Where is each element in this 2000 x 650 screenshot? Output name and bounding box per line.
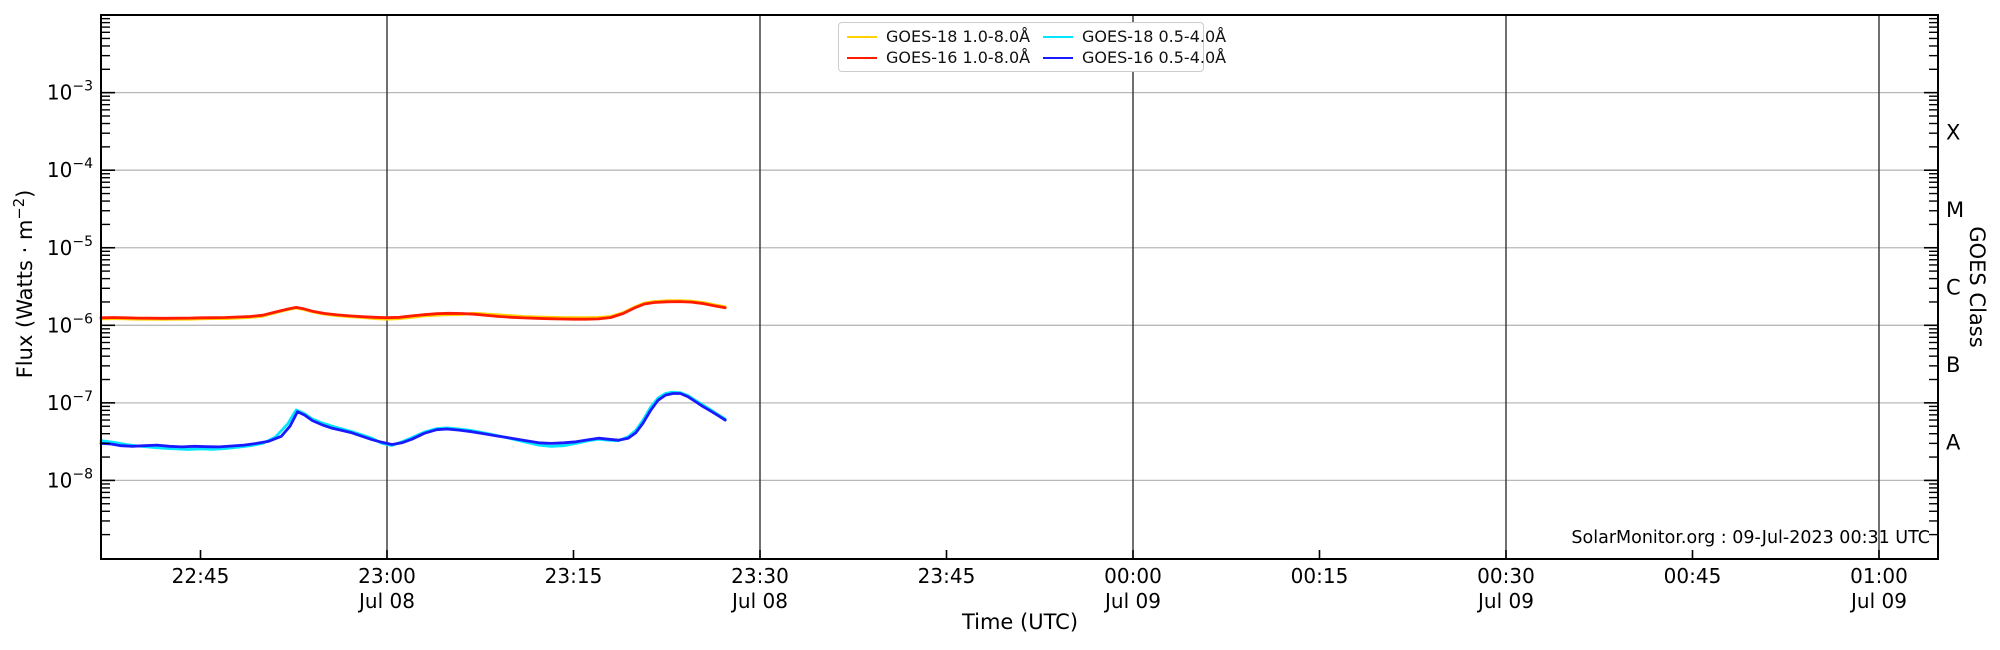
y-tick-label: 10−8 <box>47 466 93 492</box>
x-tick-label: 22:45 <box>172 564 230 588</box>
y-tick-label: 10−3 <box>47 79 93 105</box>
x-tick-date-label: Jul 09 <box>1476 589 1534 613</box>
x-axis-title: Time (UTC) <box>961 610 1079 634</box>
y-axis-title-text: Flux (Watts · m <box>13 219 37 379</box>
x-tick-label: 00:45 <box>1664 564 1722 588</box>
y-tick-label: 10−7 <box>47 389 93 415</box>
x-tick-label: 00:30 <box>1477 564 1535 588</box>
x-tick-date-label: Jul 09 <box>1103 589 1161 613</box>
x-tick-label: 23:45 <box>918 564 976 588</box>
x-tick-label: 01:00 <box>1850 564 1908 588</box>
x-tick-label: 00:15 <box>1291 564 1349 588</box>
goes-class-label: A <box>1946 431 1961 455</box>
legend-label: GOES-16 0.5-4.0Å <box>1082 48 1227 67</box>
plot-border <box>100 14 1939 560</box>
y-axis-title-suffix: ) <box>13 189 37 198</box>
x-tick-label: 00:00 <box>1104 564 1162 588</box>
y-axis-title: Flux (Watts · m−2) <box>11 134 39 434</box>
goes-class-label: C <box>1946 276 1961 300</box>
legend-line-swatch <box>1043 56 1073 59</box>
legend: GOES-18 1.0-8.0Å GOES-16 1.0-8.0Å GOES-1… <box>838 22 1226 72</box>
legend-entry-goes-18-long: GOES-18 1.0-8.0Å <box>847 26 1043 47</box>
goes-class-label: B <box>1946 353 1960 377</box>
x-tick-label: 23:30 <box>731 564 789 588</box>
goes-class-label: X <box>1946 120 1960 144</box>
legend-line-swatch <box>847 35 877 38</box>
series-line-goes-18-short <box>99 390 727 451</box>
series-line-goes-16-short <box>99 392 727 449</box>
x-tick-label: 23:00 <box>358 564 416 588</box>
x-tick-date-label: Jul 08 <box>357 589 415 613</box>
y-tick-label: 10−4 <box>47 156 93 182</box>
legend-entry-goes-16-long: GOES-16 1.0-8.0Å <box>847 47 1043 68</box>
watermark-source-timestamp: SolarMonitor.org : 09-Jul-2023 00:31 UTC <box>1571 528 1930 548</box>
y-axis-title-exponent: −2 <box>11 197 28 220</box>
x-tick-label: 23:15 <box>545 564 603 588</box>
legend-label: GOES-16 1.0-8.0Å <box>886 48 1031 67</box>
legend-entry-goes-18-short: GOES-18 0.5-4.0Å <box>1043 26 1226 47</box>
legend-line-swatch <box>1043 35 1073 38</box>
y-tick-label: 10−6 <box>47 311 93 337</box>
right-axis-title: GOES Class <box>1965 226 1989 348</box>
legend-label: GOES-18 1.0-8.0Å <box>886 27 1031 46</box>
y-tick-label: 10−5 <box>47 234 93 260</box>
x-tick-date-label: Jul 08 <box>730 589 788 613</box>
legend-line-swatch <box>847 56 877 59</box>
legend-label: GOES-18 0.5-4.0Å <box>1082 27 1227 46</box>
legend-entry-goes-16-short: GOES-16 0.5-4.0Å <box>1043 47 1226 68</box>
x-tick-date-label: Jul 09 <box>1849 589 1907 613</box>
goes-class-label: M <box>1946 198 1964 222</box>
series-line-goes-16-long <box>99 300 727 321</box>
